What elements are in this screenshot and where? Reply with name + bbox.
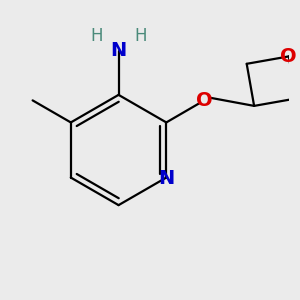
Text: O: O xyxy=(280,47,297,66)
Text: N: N xyxy=(110,41,127,60)
Text: H: H xyxy=(134,27,147,45)
Text: N: N xyxy=(158,169,174,188)
Text: H: H xyxy=(90,27,103,45)
Text: O: O xyxy=(196,91,213,110)
